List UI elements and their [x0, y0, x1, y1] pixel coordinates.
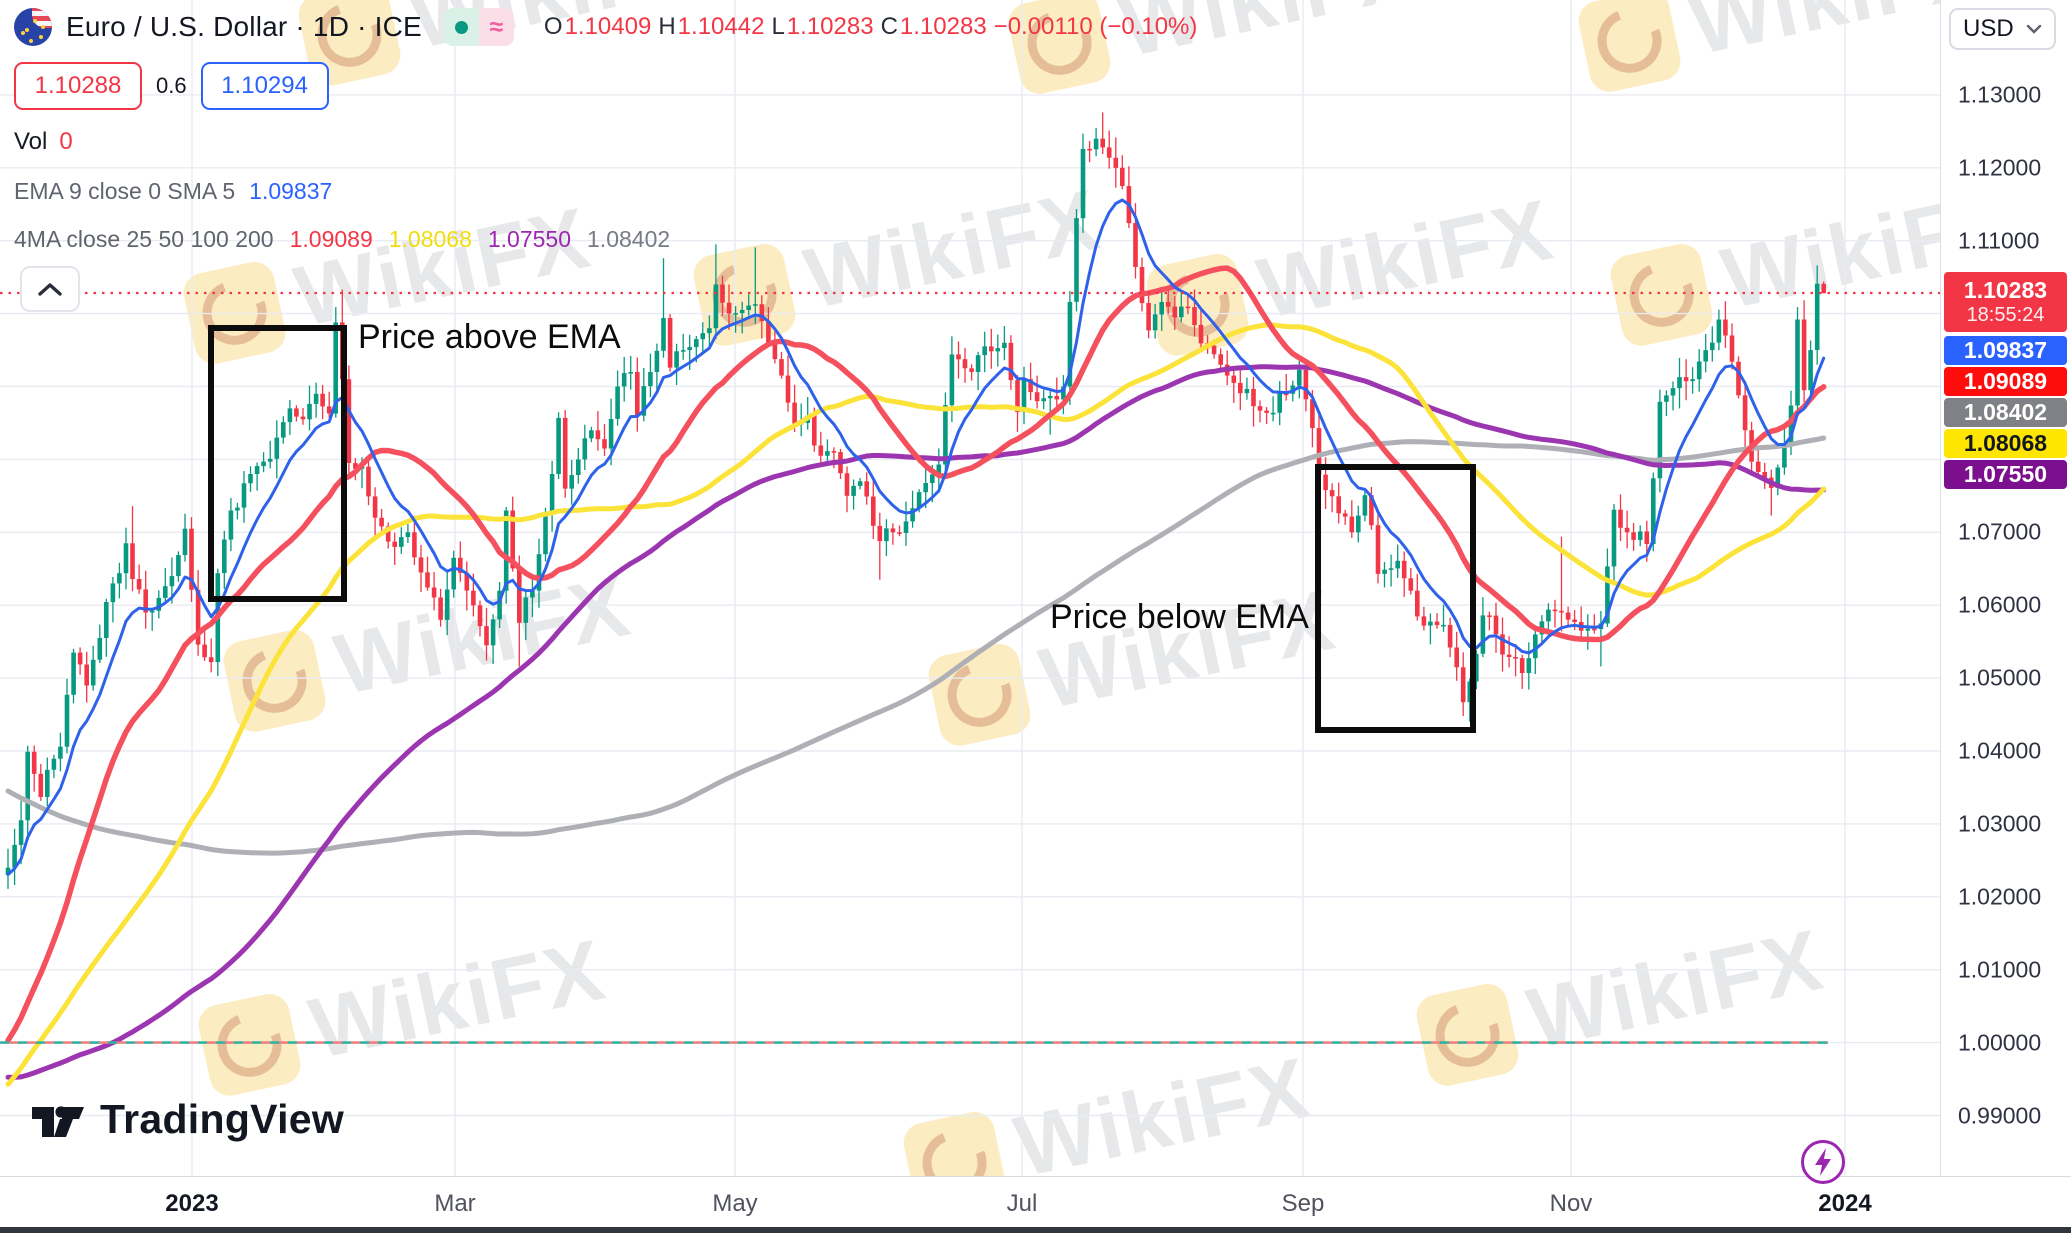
market-status-pill[interactable]: ≈	[443, 8, 514, 46]
lightning-icon	[1801, 1140, 1845, 1184]
current-price-label: 1.10283 18:55:24	[1944, 272, 2067, 332]
price-axis-panel[interactable]: USD 1.13000 1.12000 1.11000 1.07000 1.06000 1…	[1940, 0, 2071, 1233]
symbol-title[interactable]: Euro / U.S. Dollar · 1D · ICE	[66, 11, 422, 42]
price-tick-label: 1.06000	[1958, 591, 2042, 618]
ema-legend[interactable]: EMA 9 close 0 SMA 5 1.09837	[14, 178, 332, 205]
price-tick-label: 1.04000	[1958, 737, 2042, 764]
price-tick-label: 1.03000	[1958, 810, 2042, 837]
time-tick-label: Jul	[1006, 1190, 1038, 1217]
indicator-price-label: 1.08402	[1944, 398, 2067, 427]
bid-ask-row: 1.10288 0.6 1.10294	[14, 62, 329, 110]
buy-ask-button[interactable]: 1.10294	[200, 62, 329, 110]
volume-label: Vol	[14, 128, 48, 155]
sell-bid-button[interactable]: 1.10288	[14, 62, 142, 110]
chevron-down-icon	[2026, 24, 2042, 34]
time-tick-label: Nov	[1549, 1190, 1593, 1217]
volume-legend[interactable]: Vol 0	[14, 128, 73, 156]
currency-label: USD	[1963, 15, 2014, 42]
price-tick-label: 1.02000	[1958, 883, 2042, 910]
chevron-up-icon	[38, 283, 62, 296]
collapse-legend-button[interactable]	[20, 266, 80, 312]
drawing-text-annotation[interactable]: Price below EMA	[1050, 598, 1309, 636]
time-tick-label: Sep	[1281, 1190, 1325, 1217]
price-tick-label: 1.01000	[1958, 956, 2042, 983]
tradingview-logo-text: TradingView	[100, 1096, 345, 1142]
ma25-value: 1.09089	[289, 226, 373, 252]
time-axis[interactable]: 2023 Mar May Jul Sep Nov 2024	[0, 1176, 2071, 1227]
change-readout: −0.00110 (−0.10%)	[993, 13, 1198, 40]
ma200-value: 1.08402	[587, 226, 671, 252]
price-tick-label: 1.13000	[1958, 81, 2042, 108]
indicator-price-label: 1.09089	[1944, 367, 2067, 396]
time-tick-label: 2023	[165, 1190, 219, 1217]
currency-selector[interactable]: USD	[1949, 8, 2056, 50]
price-chart[interactable]	[0, 0, 1940, 1176]
tradingview-mark-icon	[32, 1105, 84, 1137]
eu-us-flag-icon	[14, 8, 52, 46]
ma-legend[interactable]: 4MA close 25 50 100 200 1.09089 1.08068 …	[14, 226, 670, 253]
price-tick-label: 1.05000	[1958, 664, 2042, 691]
drawing-rectangle[interactable]	[208, 325, 347, 602]
time-tick-label: 2024	[1818, 1190, 1872, 1217]
symbol-header: Euro / U.S. Dollar · 1D · ICE ≈ O 1.10409…	[14, 8, 1197, 46]
ema-legend-label: EMA 9 close 0 SMA 5	[14, 178, 236, 204]
indicator-price-label: 1.08068	[1944, 429, 2067, 458]
ma-legend-label: 4MA close 25 50 100 200	[14, 226, 274, 252]
tradingview-logo[interactable]: TradingView	[30, 1096, 344, 1143]
time-tick-label: Mar	[434, 1190, 476, 1217]
ema-legend-value: 1.09837	[249, 178, 333, 204]
ohlc-readout: O 1.10409 H 1.10442 L 1.10283 C 1.10283 −0.0…	[543, 13, 1198, 40]
volume-value: 0	[59, 128, 73, 155]
drawing-rectangle[interactable]	[1315, 464, 1476, 733]
instant-order-button[interactable]	[1799, 1138, 1847, 1191]
drawing-text-annotation[interactable]: Price above EMA	[358, 318, 621, 356]
ma100-value: 1.07550	[487, 226, 572, 252]
bottom-window-edge	[0, 1227, 2071, 1233]
indicator-price-label: 1.07550	[1944, 460, 2067, 489]
price-tick-label: 0.99000	[1958, 1102, 2042, 1129]
price-tick-label: 1.00000	[1958, 1029, 2042, 1056]
time-tick-label: May	[712, 1190, 758, 1217]
price-tick-label: 1.12000	[1958, 154, 2042, 181]
ma50-value: 1.08068	[388, 226, 472, 252]
indicator-price-label: 1.09837	[1944, 336, 2067, 365]
price-tick-label: 1.07000	[1958, 518, 2042, 545]
approx-price-icon: ≈	[478, 8, 514, 46]
market-open-dot-icon	[443, 8, 479, 46]
spread-value: 0.6	[156, 73, 187, 98]
price-tick-label: 1.11000	[1958, 227, 2040, 254]
